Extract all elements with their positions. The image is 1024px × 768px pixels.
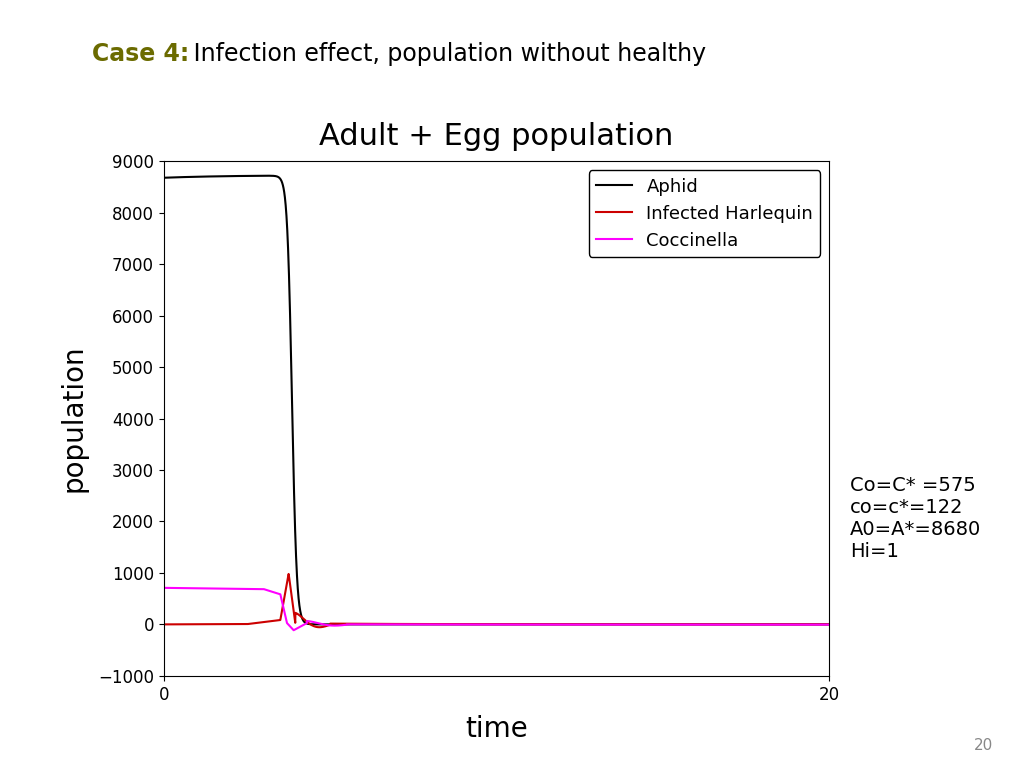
Y-axis label: population: population (59, 345, 87, 492)
Aphid (158, 173, 170, 182)
Title: Adult + Egg population: Adult + Egg population (319, 121, 674, 151)
Line: Infected Harlequin: Infected Harlequin (164, 574, 829, 627)
Infected Harlequin (706, 620, 718, 629)
Aphid (823, 620, 836, 629)
Coccinella (654, 620, 667, 629)
Aphid (706, 620, 718, 629)
Text: Infection effect, population without healthy: Infection effect, population without hea… (186, 42, 707, 66)
X-axis label: time: time (465, 715, 528, 743)
Coccinella (706, 620, 718, 629)
Coccinella (158, 583, 170, 592)
Coccinella (823, 620, 836, 629)
Coccinella (279, 609, 291, 618)
Infected Harlequin (313, 623, 326, 632)
Infected Harlequin (591, 620, 603, 629)
Text: Co=C* =575
co=c*=122
A0=A*=8680
Hi=1: Co=C* =575 co=c*=122 A0=A*=8680 Hi=1 (850, 476, 981, 561)
Infected Harlequin (557, 620, 569, 629)
Line: Aphid: Aphid (164, 176, 829, 624)
Aphid (262, 171, 274, 180)
Infected Harlequin (158, 620, 170, 629)
Aphid (412, 620, 424, 629)
Text: Case 4:: Case 4: (92, 42, 189, 66)
Coccinella (557, 620, 569, 629)
Aphid (591, 620, 603, 629)
Line: Coccinella: Coccinella (164, 588, 829, 631)
Infected Harlequin (823, 620, 836, 629)
Aphid (557, 620, 569, 629)
Infected Harlequin (283, 569, 295, 578)
Aphid (654, 620, 667, 629)
Coccinella (412, 620, 424, 629)
Text: 20: 20 (974, 737, 993, 753)
Coccinella (591, 620, 603, 629)
Coccinella (288, 626, 300, 635)
Legend: Aphid, Infected Harlequin, Coccinella: Aphid, Infected Harlequin, Coccinella (589, 170, 820, 257)
Infected Harlequin (413, 620, 425, 629)
Infected Harlequin (279, 591, 291, 600)
Infected Harlequin (654, 620, 667, 629)
Aphid (279, 193, 291, 202)
